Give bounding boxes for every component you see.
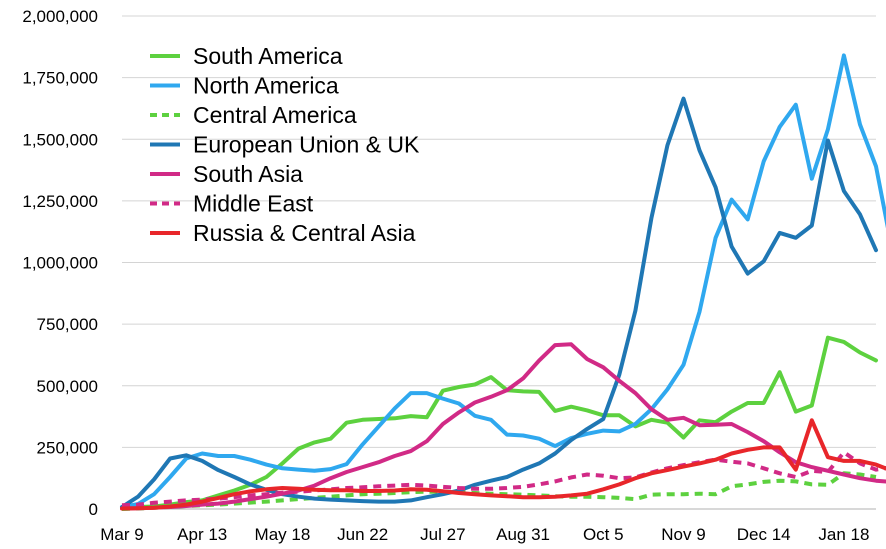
series-line-north-america [120,53,886,509]
series-line-south-america [120,335,878,510]
x-tick-label: Mar 9 [100,525,143,544]
x-tick-label: Apr 13 [177,525,227,544]
legend-label: Middle East [193,191,314,217]
legend-label: South America [193,43,343,69]
legend-label: Central America [193,102,357,128]
x-axis-ticks: Mar 9 Apr 13 May 18 Jun 22 Jul 27 Aug 31 Oct 5… [100,525,869,544]
y-tick-label: 1,250,000 [22,192,98,211]
series-lines [120,53,886,511]
x-tick-label: Jun 22 [337,525,388,544]
y-tick-label: 500,000 [37,377,98,396]
x-tick-label: Nov 9 [661,525,705,544]
legend-label: Russia & Central Asia [193,220,416,246]
grid [122,15,876,510]
y-tick-label: 1,500,000 [22,130,98,149]
legend-label: European Union & UK [193,132,420,158]
x-tick-label: Jan 18 [818,525,869,544]
y-tick-label: 1,000,000 [22,254,98,273]
legend: South America North America Central Americ… [150,43,420,246]
y-tick-label: 1,750,000 [22,69,98,88]
x-tick-label: Jul 27 [420,525,465,544]
y-tick-label: 2,000,000 [22,7,98,26]
y-tick-label: 250,000 [37,438,98,457]
legend-label: South Asia [193,161,303,187]
series-line-central-america [121,471,877,511]
y-axis-ticks: 0 250,000 500,000 750,000 1,000,000 1,250,000… [22,7,98,519]
x-tick-label: May 18 [255,525,311,544]
x-tick-label: Dec 14 [737,525,791,544]
series-line-middle-east [121,450,886,508]
series-line-russia-central-asia [120,418,886,511]
series-line-european-union-uk [120,96,878,509]
y-tick-label: 750,000 [37,315,98,334]
x-tick-label: Aug 31 [496,525,550,544]
series-line-south-asia [120,342,886,511]
legend-label: North America [193,73,339,99]
y-tick-label: 0 [89,500,98,519]
x-tick-label: Oct 5 [583,525,624,544]
